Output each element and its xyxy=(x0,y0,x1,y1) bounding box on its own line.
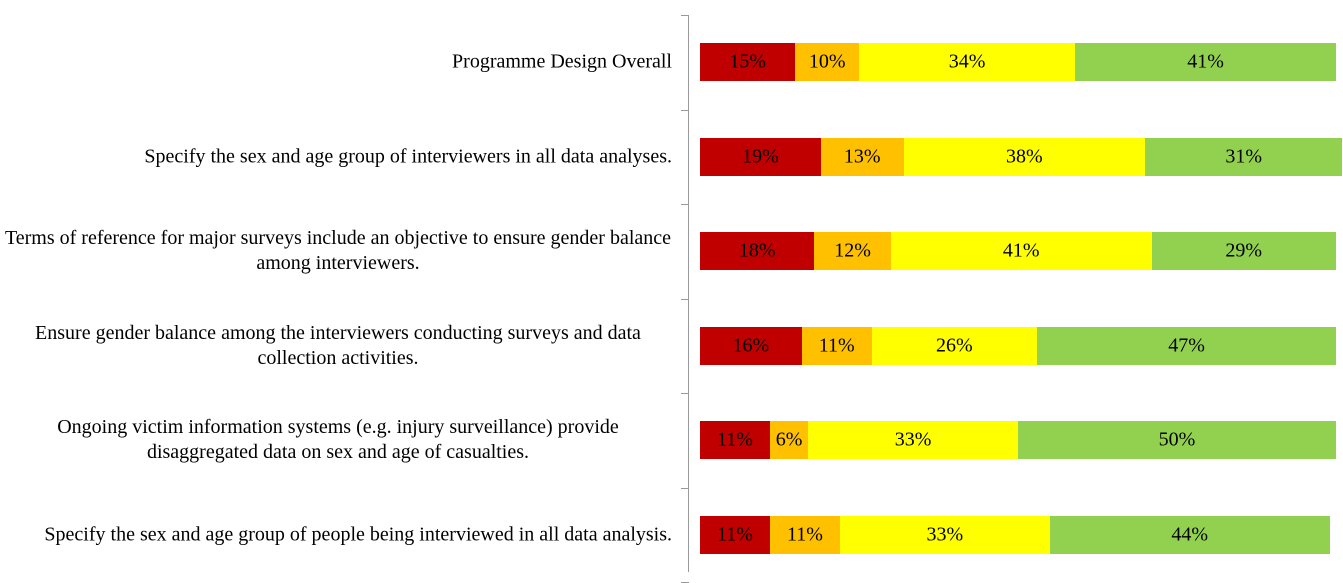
bar-segment xyxy=(1049,515,1330,554)
axis-tick xyxy=(681,204,689,205)
axis-tick xyxy=(681,15,689,16)
bar-segment xyxy=(700,421,770,460)
bar-segment xyxy=(769,515,840,554)
bar-segment xyxy=(903,137,1146,176)
bar-segment xyxy=(700,232,815,271)
value-label: 13% xyxy=(843,145,881,168)
bar-segment xyxy=(808,421,1018,460)
category-text: Programme Design Overall xyxy=(452,50,672,73)
bar-segment xyxy=(700,43,796,82)
category-label: Ongoing victim information systems (e.g.… xyxy=(0,415,672,465)
category-label: Terms of reference for major surveys inc… xyxy=(0,226,672,276)
category-label: Specify the sex and age group of people … xyxy=(0,522,672,547)
bar-segment xyxy=(1018,421,1336,460)
value-label: 33% xyxy=(894,428,932,451)
bar-segment xyxy=(1151,232,1336,271)
value-label: 29% xyxy=(1225,239,1263,262)
bar-segment xyxy=(871,326,1038,365)
value-label: 34% xyxy=(948,50,986,73)
value-label: 38% xyxy=(1006,145,1043,168)
value-label: 19% xyxy=(742,145,779,168)
bar-segment xyxy=(814,232,891,271)
category-label: Programme Design Overall xyxy=(0,50,672,75)
value-label: 18% xyxy=(738,239,776,262)
category-label: Ensure gender balance among the intervie… xyxy=(0,321,672,371)
bar-segment xyxy=(700,137,821,176)
value-label: 44% xyxy=(1171,523,1209,546)
bar-segment xyxy=(1037,326,1336,365)
bar-segment xyxy=(795,43,859,82)
value-label: 31% xyxy=(1225,145,1263,168)
category-text: Terms of reference for major surveys inc… xyxy=(4,227,672,275)
value-label: 33% xyxy=(926,523,964,546)
value-label: 26% xyxy=(936,334,973,357)
axis-tick xyxy=(681,109,689,111)
bar-segment xyxy=(890,232,1152,271)
bar-segment xyxy=(820,137,904,176)
value-label: 11% xyxy=(717,523,753,546)
bar-segment xyxy=(859,43,1076,82)
value-label: 12% xyxy=(834,239,871,262)
bar-segment xyxy=(801,326,872,365)
value-label: 16% xyxy=(732,334,770,357)
value-label: 41% xyxy=(1187,50,1224,73)
value-label: 10% xyxy=(808,50,846,73)
value-label: 11% xyxy=(818,334,855,357)
value-label: 50% xyxy=(1158,428,1196,451)
category-text: Ensure gender balance among the intervie… xyxy=(35,321,641,369)
value-label: 11% xyxy=(786,523,823,546)
value-label: 47% xyxy=(1168,334,1205,357)
category-label: Specify the sex and age group of intervi… xyxy=(0,144,672,169)
bar-segment xyxy=(700,515,770,554)
category-text: Specify the sex and age group of intervi… xyxy=(144,145,672,168)
axis-tick xyxy=(681,393,689,394)
bar-segment xyxy=(700,326,802,365)
bar-segment xyxy=(1075,43,1336,82)
axis-tick xyxy=(681,298,689,300)
category-text: Specify the sex and age group of people … xyxy=(44,523,672,546)
bar-segment xyxy=(1145,137,1343,176)
value-label: 15% xyxy=(729,50,767,73)
value-label: 6% xyxy=(775,428,803,451)
bar-segment xyxy=(769,421,809,460)
bar-segment xyxy=(839,515,1050,554)
value-label: 11% xyxy=(717,428,753,451)
value-label: 41% xyxy=(1002,239,1040,262)
axis-tick xyxy=(681,487,689,489)
category-text: Ongoing victim information systems (e.g.… xyxy=(57,416,619,464)
y-axis xyxy=(688,15,689,572)
